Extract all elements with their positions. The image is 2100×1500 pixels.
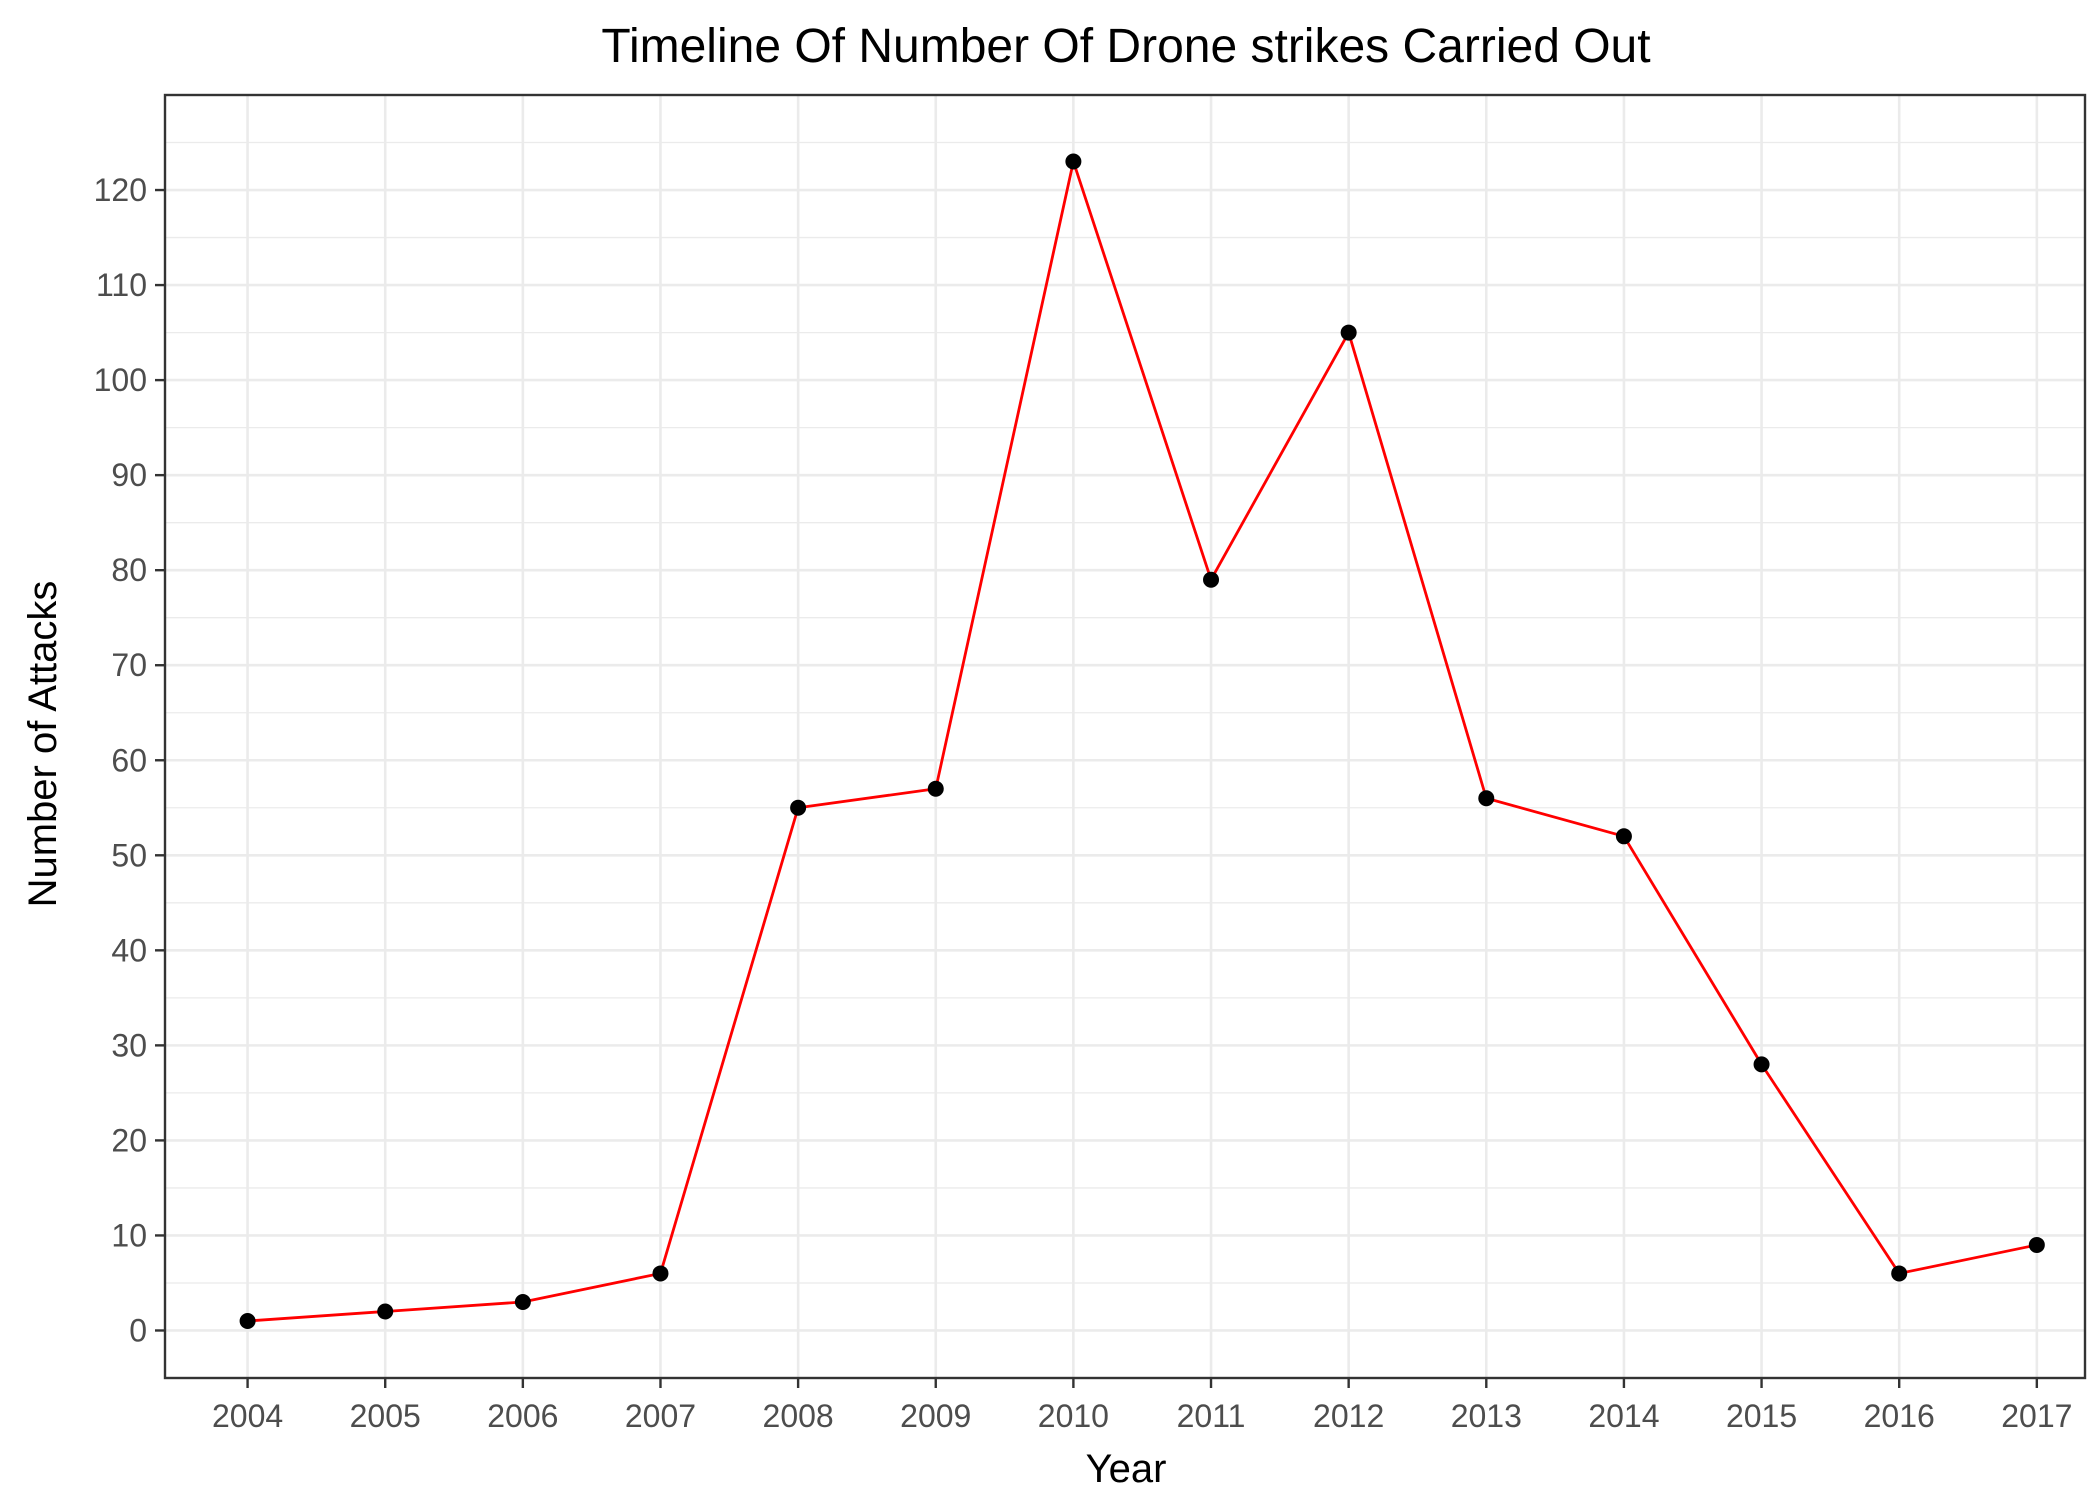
x-tick-label: 2017 (2001, 1398, 2072, 1434)
data-point (377, 1303, 394, 1320)
y-tick-label: 0 (129, 1312, 147, 1348)
data-point (652, 1265, 669, 1282)
y-tick-label: 120 (94, 172, 147, 208)
data-point (1753, 1056, 1770, 1073)
y-tick-label: 20 (111, 1122, 147, 1158)
y-tick-label: 50 (111, 837, 147, 873)
data-point (1203, 571, 1220, 588)
x-tick-label: 2015 (1726, 1398, 1797, 1434)
data-point (1340, 324, 1357, 341)
data-points (239, 153, 2045, 1329)
y-tick-label: 10 (111, 1217, 147, 1253)
data-point (927, 780, 944, 797)
data-point (790, 799, 807, 816)
data-point (514, 1293, 531, 1310)
x-tick-label: 2006 (487, 1398, 558, 1434)
data-point (2028, 1236, 2045, 1253)
x-tick-label: 2005 (350, 1398, 421, 1434)
y-tick-label: 80 (111, 552, 147, 588)
y-tick-label: 60 (111, 742, 147, 778)
series-line (247, 156, 2038, 1323)
y-tick-label: 30 (111, 1027, 147, 1063)
data-point (1891, 1265, 1908, 1282)
minor-gridlines (165, 141, 2085, 1284)
x-tick-label: 2007 (625, 1398, 696, 1434)
y-tick-label: 70 (111, 647, 147, 683)
y-axis-title: Number of Attacks (21, 581, 65, 908)
x-tick-label: 2004 (212, 1398, 283, 1434)
plot-panel-border (163, 93, 2087, 1380)
x-axis-title: Year (1086, 1447, 1167, 1491)
x-tick-label: 2008 (763, 1398, 834, 1434)
data-point (1615, 828, 1632, 845)
x-tick-label: 2010 (1038, 1398, 1109, 1434)
x-tick-label: 2016 (1864, 1398, 1935, 1434)
data-point (239, 1312, 256, 1329)
x-tick-label: 2011 (1177, 1398, 1246, 1434)
y-tick-label: 90 (111, 457, 147, 493)
chart-title: Timeline Of Number Of Drone strikes Carr… (601, 20, 1650, 73)
x-tick-label: 2009 (900, 1398, 971, 1434)
x-tick-label: 2014 (1588, 1398, 1659, 1434)
y-tick-label: 40 (111, 932, 147, 968)
x-tick-label: 2012 (1313, 1398, 1384, 1434)
y-tick-label: 100 (94, 362, 147, 398)
data-point (1478, 790, 1495, 807)
x-tick-labels: 2004 2005 2006 2007 2008 2009 2010 2011 2012 2013… (212, 1398, 2072, 1434)
axis-ticks (155, 188, 2039, 1388)
x-tick-label: 2013 (1451, 1398, 1522, 1434)
major-gridlines (165, 95, 2085, 1378)
data-point (1065, 153, 1082, 170)
y-tick-labels: 0 10 20 30 40 50 60 70 80 90 100 110 120 (94, 172, 147, 1348)
y-tick-label: 110 (96, 267, 147, 303)
